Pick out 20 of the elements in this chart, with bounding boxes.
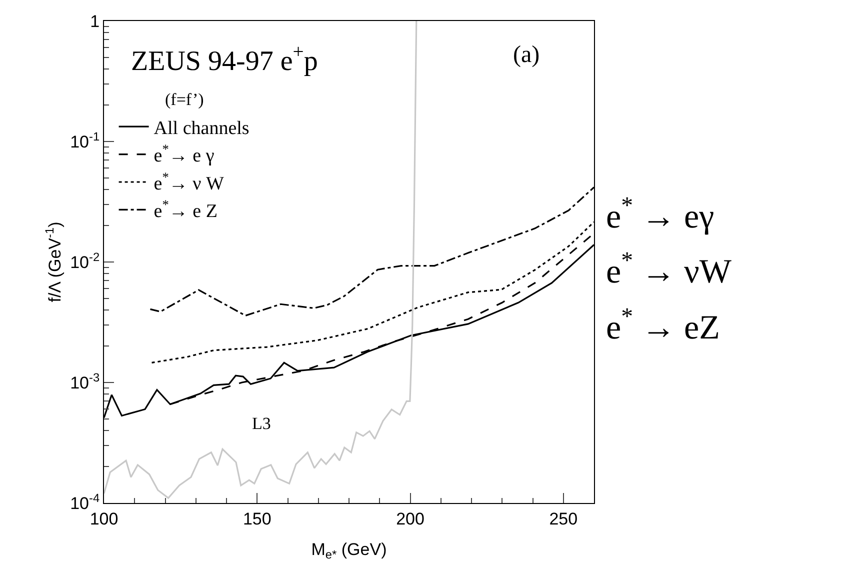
line-series xyxy=(104,21,418,499)
x-tick-label: 150 xyxy=(242,509,272,528)
series-label: L3 xyxy=(252,414,271,433)
y-tick-label: 1 xyxy=(90,12,100,31)
x-tick-label: 200 xyxy=(396,509,424,528)
text: e$^{*}$ → νW xyxy=(606,248,732,290)
text: e$^{*}$ → eγ xyxy=(606,193,714,236)
y-tick-label: 10$^{-1}$ xyxy=(70,129,100,152)
annotation: (a) xyxy=(513,42,540,68)
y-tick-label: 10$^{-3}$ xyxy=(70,370,100,392)
x-axis-title: M$_{e*}$ (GeV) xyxy=(311,540,387,562)
x-tick-label: 250 xyxy=(549,509,578,528)
legend-label: e$^{*}$→ e γ xyxy=(154,142,214,167)
annotation: ZEUS 94-97 e$^{+}$p xyxy=(131,42,318,77)
text: e$^{*}$ → eZ xyxy=(606,304,720,346)
annotation: (f=f’) xyxy=(165,90,204,109)
y-tick-label: 10$^{-2}$ xyxy=(70,250,100,272)
legend-label: All channels xyxy=(154,118,250,140)
legend-label: e$^{*}$→ e Z xyxy=(154,197,218,222)
legend-label: e$^{*}$→ ν W xyxy=(154,169,224,194)
